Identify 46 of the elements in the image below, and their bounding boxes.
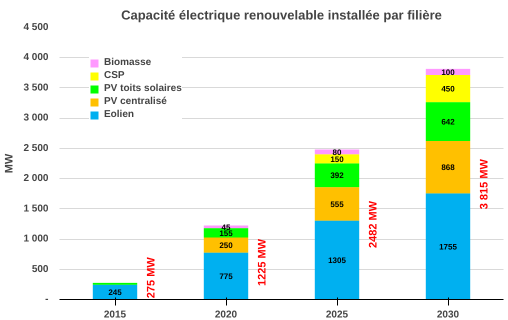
total-label: 2482 MW xyxy=(368,200,380,248)
y-tick-label: 1 000 xyxy=(23,234,49,245)
legend-label: PV toits solaires xyxy=(104,83,182,94)
bar xyxy=(314,187,360,221)
bar xyxy=(426,193,470,300)
legend-label: Biomasse xyxy=(104,57,152,68)
y-tick-label: 2 500 xyxy=(23,142,49,154)
total-label: 3 815 MW xyxy=(478,158,491,210)
y-tick-label: - xyxy=(45,294,49,305)
bar xyxy=(204,252,248,300)
x-tick-label: 2015 xyxy=(104,310,127,320)
y-tick-label: 3 000 xyxy=(23,112,49,124)
y-tick-label: 4 000 xyxy=(23,52,49,64)
x-tick-label: 2025 xyxy=(326,310,349,320)
total-label: 1225 MW xyxy=(256,238,269,286)
bar xyxy=(314,163,360,188)
bar xyxy=(314,220,360,300)
data-label: 150 xyxy=(330,154,344,164)
data-label: 450 xyxy=(441,84,456,94)
y-tick-label: 4 500 xyxy=(23,22,49,33)
data-label: 555 xyxy=(330,200,344,209)
bar xyxy=(426,102,470,141)
y-tick-label: 500 xyxy=(32,264,49,275)
x-tick-label: 2030 xyxy=(436,310,460,320)
legend-label: Eolien xyxy=(104,109,134,120)
data-label: 100 xyxy=(441,68,456,77)
y-tick-label: 3 500 xyxy=(23,82,49,94)
data-label: 1755 xyxy=(439,242,458,252)
y-tick-label: 1 500 xyxy=(23,203,49,214)
y-tick-label: 2 000 xyxy=(23,173,49,184)
bar xyxy=(426,140,470,194)
bar xyxy=(204,238,248,253)
total-label: 275 MW xyxy=(146,256,158,298)
data-label: 245 xyxy=(108,288,122,298)
data-label: 250 xyxy=(219,241,234,250)
chart-title: Capacité électrique renouvelable installée par filière xyxy=(121,8,442,22)
x-tick-label: 2020 xyxy=(214,310,238,320)
data-label: 1305 xyxy=(328,256,346,266)
legend-label: PV centralisé xyxy=(104,96,167,107)
data-label: 775 xyxy=(219,272,234,282)
data-label: 642 xyxy=(441,118,456,127)
y-axis-title: MW xyxy=(3,153,16,174)
data-label: 392 xyxy=(330,171,344,180)
data-label: 868 xyxy=(441,163,456,172)
bar xyxy=(426,74,470,102)
legend-label: CSP xyxy=(104,70,125,81)
